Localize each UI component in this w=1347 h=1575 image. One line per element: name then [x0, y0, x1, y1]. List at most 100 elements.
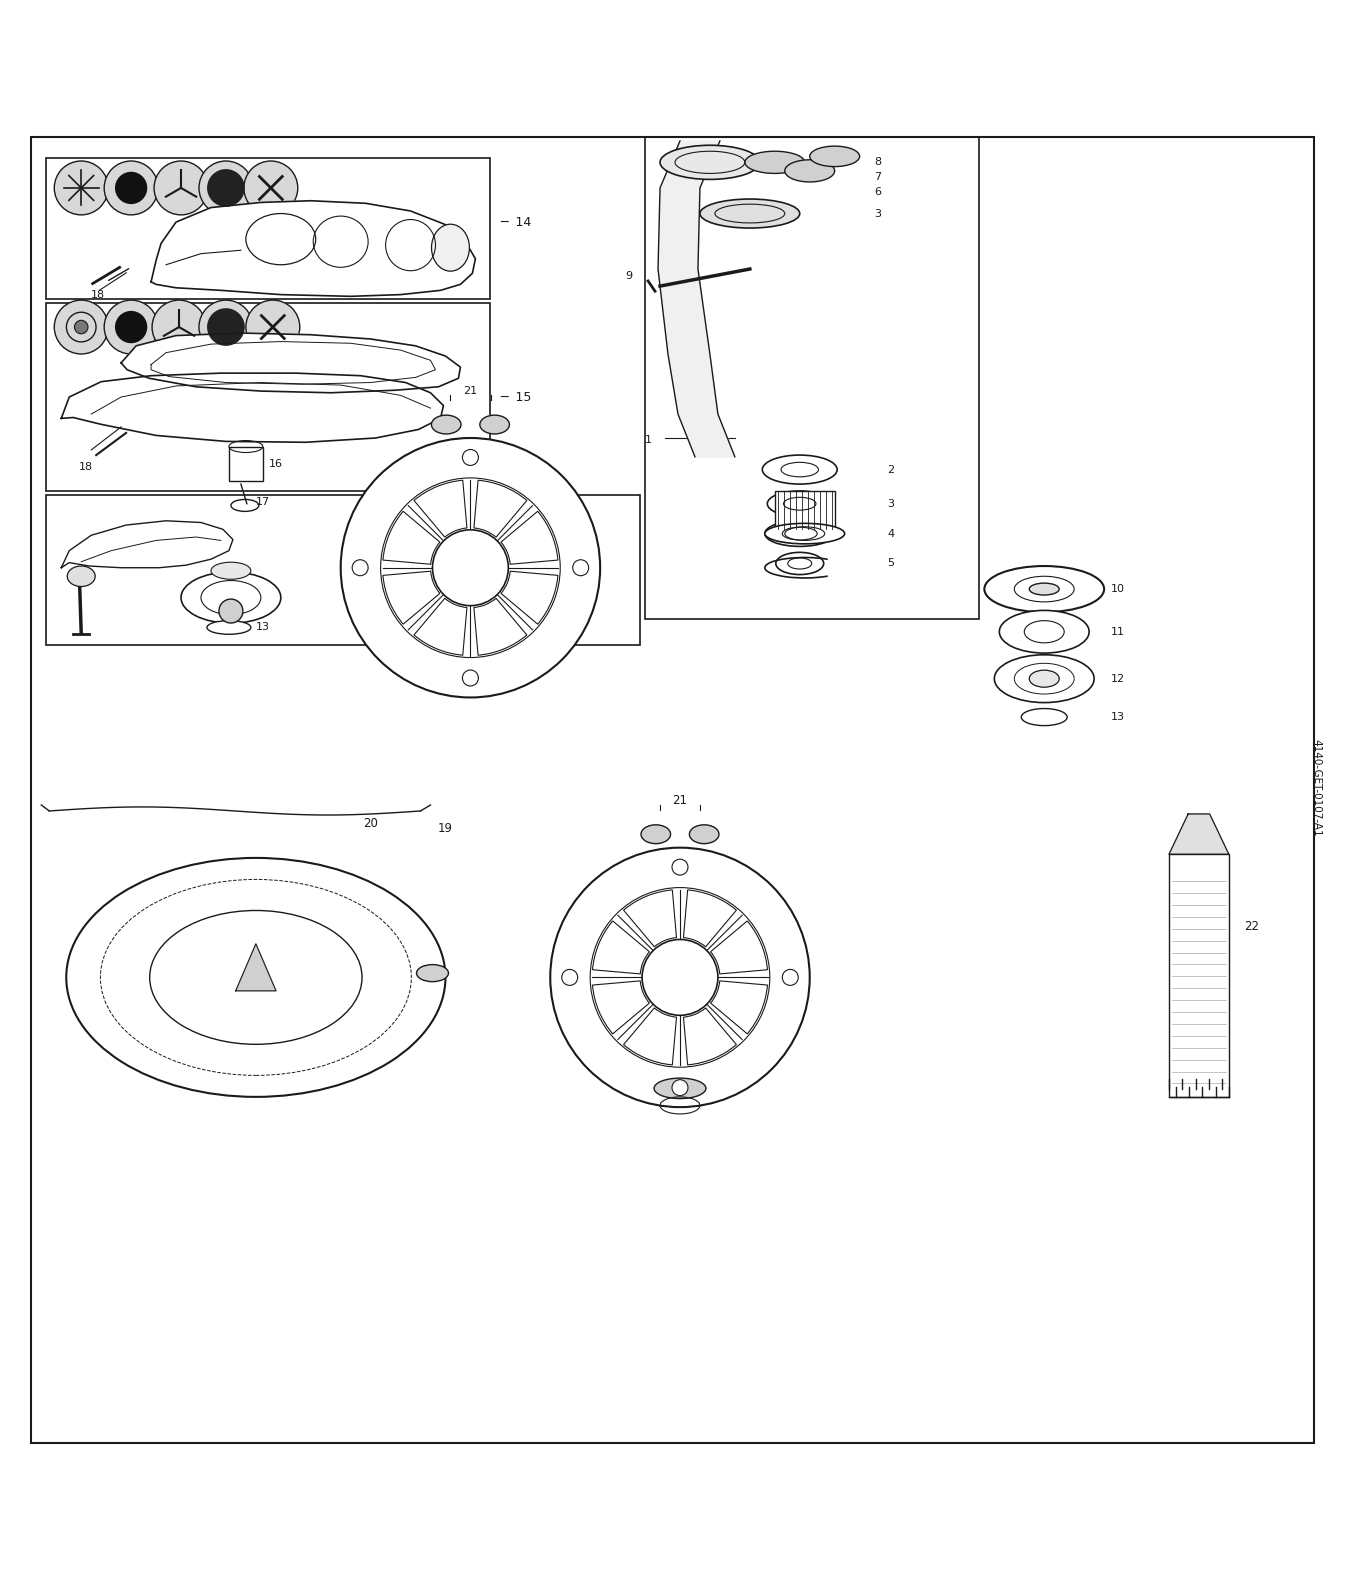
Text: 11: 11	[1111, 627, 1125, 636]
Circle shape	[54, 161, 108, 214]
Text: STIHL: STIHL	[443, 504, 466, 510]
Text: 12: 12	[1111, 674, 1125, 684]
Circle shape	[74, 320, 88, 334]
Bar	[229, 447, 263, 480]
Text: STIHL: STIHL	[653, 921, 676, 926]
Polygon shape	[236, 943, 276, 991]
Ellipse shape	[67, 565, 96, 586]
Circle shape	[154, 161, 207, 214]
Polygon shape	[61, 521, 233, 567]
Ellipse shape	[810, 146, 859, 167]
Text: 17: 17	[256, 498, 269, 507]
Circle shape	[104, 301, 158, 354]
Text: 19: 19	[438, 822, 453, 835]
Ellipse shape	[700, 198, 800, 228]
Ellipse shape	[745, 151, 804, 173]
Circle shape	[462, 449, 478, 466]
Ellipse shape	[1021, 709, 1067, 726]
Text: 21: 21	[672, 794, 687, 806]
Ellipse shape	[655, 1079, 706, 1099]
Ellipse shape	[768, 491, 832, 517]
Ellipse shape	[785, 159, 835, 183]
Text: 5: 5	[888, 559, 894, 569]
Circle shape	[341, 438, 601, 698]
Text: 3: 3	[874, 208, 881, 219]
Circle shape	[199, 301, 253, 354]
Circle shape	[783, 970, 799, 986]
Text: 18: 18	[92, 290, 105, 299]
Text: 2: 2	[888, 465, 894, 474]
Circle shape	[672, 1080, 688, 1096]
Text: 1: 1	[645, 435, 652, 444]
Text: 4: 4	[888, 529, 894, 539]
Text: 18: 18	[79, 461, 93, 472]
Ellipse shape	[1029, 669, 1059, 687]
Bar	[46, 495, 640, 644]
Circle shape	[572, 559, 589, 576]
Bar	[645, 137, 979, 619]
Wedge shape	[624, 890, 676, 947]
Ellipse shape	[762, 455, 838, 484]
Wedge shape	[383, 512, 440, 564]
Circle shape	[551, 847, 810, 1107]
Text: 16: 16	[269, 458, 283, 469]
Polygon shape	[61, 373, 443, 443]
Circle shape	[207, 309, 245, 346]
Circle shape	[352, 559, 368, 576]
Ellipse shape	[641, 825, 671, 844]
Circle shape	[199, 161, 253, 214]
Ellipse shape	[985, 565, 1105, 613]
Bar	[46, 158, 490, 299]
Text: 10: 10	[1111, 584, 1125, 594]
Text: 3: 3	[888, 499, 894, 509]
Ellipse shape	[776, 553, 823, 575]
Wedge shape	[414, 480, 467, 537]
Wedge shape	[593, 921, 649, 973]
Text: 7: 7	[874, 172, 882, 181]
Ellipse shape	[180, 572, 280, 624]
Circle shape	[54, 301, 108, 354]
Ellipse shape	[431, 224, 469, 271]
Text: 4140-GET-0107-A1: 4140-GET-0107-A1	[1311, 739, 1321, 836]
Text: 23: 23	[443, 480, 458, 493]
Ellipse shape	[66, 858, 446, 1096]
Wedge shape	[711, 921, 768, 973]
Ellipse shape	[1029, 583, 1059, 595]
Text: 22: 22	[1243, 920, 1259, 932]
Ellipse shape	[431, 416, 461, 435]
Text: ─  14: ─ 14	[500, 216, 532, 228]
Polygon shape	[1169, 814, 1228, 854]
Circle shape	[104, 161, 158, 214]
Polygon shape	[121, 332, 461, 392]
Text: 8: 8	[874, 158, 882, 167]
Circle shape	[220, 598, 242, 624]
Circle shape	[114, 310, 147, 343]
Ellipse shape	[999, 611, 1090, 654]
Circle shape	[462, 669, 478, 687]
Ellipse shape	[480, 416, 509, 435]
Circle shape	[672, 858, 688, 876]
Wedge shape	[414, 598, 467, 655]
Text: 20: 20	[362, 817, 377, 830]
Text: 13: 13	[256, 622, 269, 633]
Wedge shape	[383, 572, 440, 624]
Bar	[775, 491, 835, 529]
Circle shape	[244, 161, 298, 214]
Text: ─  15: ─ 15	[500, 391, 532, 403]
Circle shape	[562, 970, 578, 986]
Text: 21: 21	[463, 386, 477, 395]
Ellipse shape	[416, 964, 449, 981]
Text: 6: 6	[874, 187, 881, 197]
Text: 9: 9	[625, 271, 632, 280]
Wedge shape	[501, 512, 558, 564]
Wedge shape	[593, 981, 649, 1033]
Ellipse shape	[211, 562, 251, 580]
Wedge shape	[683, 890, 737, 947]
Text: 12: 12	[261, 586, 275, 595]
Circle shape	[152, 301, 206, 354]
Circle shape	[114, 172, 147, 205]
Ellipse shape	[765, 521, 835, 547]
Wedge shape	[624, 1008, 676, 1065]
Circle shape	[247, 301, 300, 354]
Circle shape	[432, 529, 508, 606]
